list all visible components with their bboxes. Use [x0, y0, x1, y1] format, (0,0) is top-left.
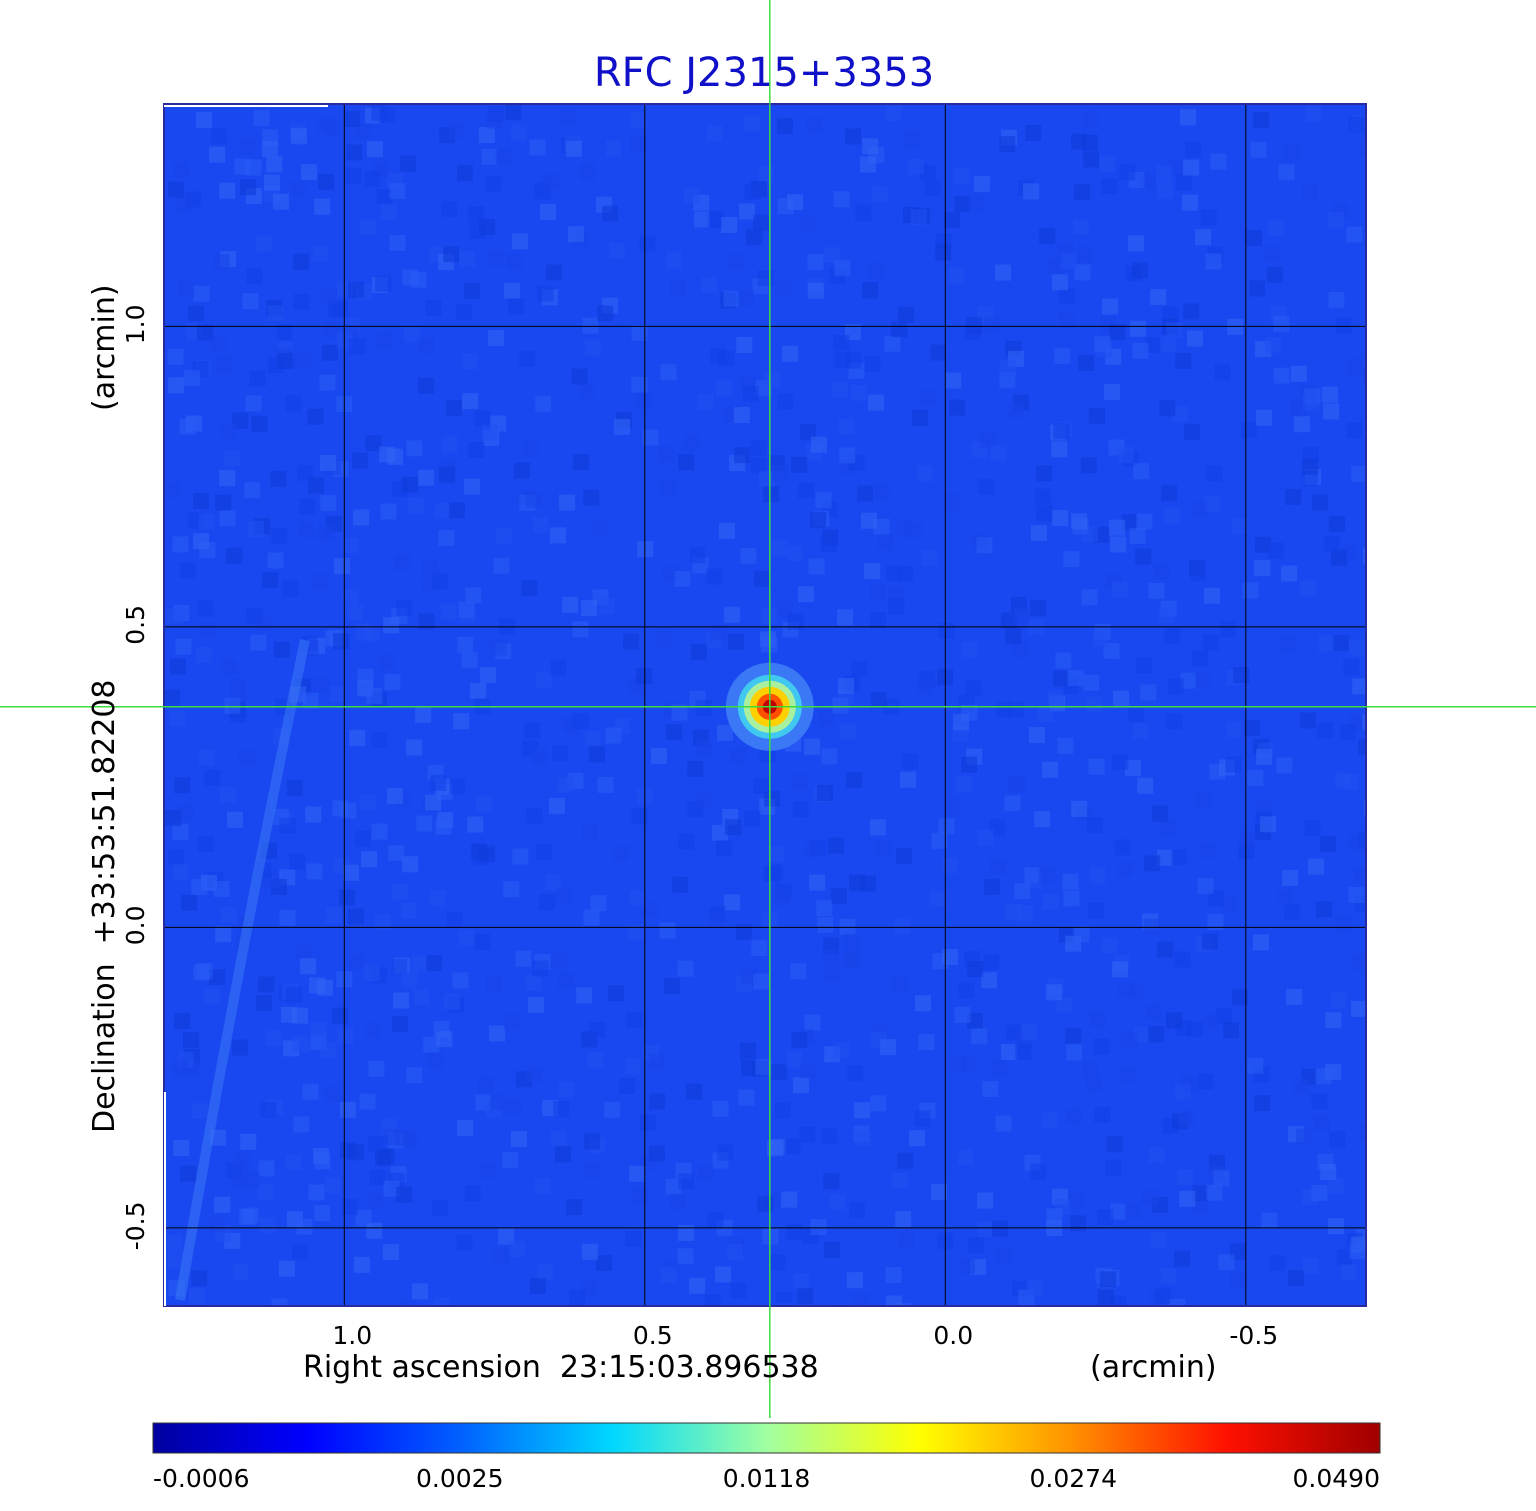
y-tick-label-1: 0.5	[121, 605, 150, 645]
colorbar-tick-label-2: 0.0118	[723, 1464, 810, 1493]
chart-title: RFC J2315+3353	[594, 50, 934, 96]
y-tick-label-3: -0.5	[121, 1201, 150, 1250]
colorbar-tick-labels: -0.0006 0.0025 0.0118 0.0274 0.0490	[153, 1464, 1380, 1493]
x-tick-label-1: 0.5	[633, 1321, 673, 1350]
y-tick-labels: 1.0 0.5 0.0 -0.5	[121, 304, 150, 1250]
y-axis-unit: (arcmin)	[87, 284, 122, 411]
x-tick-label-0: 1.0	[332, 1321, 372, 1350]
x-tick-label-2: 0.0	[933, 1321, 973, 1350]
colorbar-tick-label-3: 0.0274	[1030, 1464, 1117, 1493]
colorbar-tick-label-0: -0.0006	[153, 1464, 250, 1493]
colorbar-tick-label-1: 0.0025	[416, 1464, 503, 1493]
y-tick-label-0: 1.0	[121, 304, 150, 344]
x-tick-label-3: -0.5	[1229, 1321, 1278, 1350]
plot-area	[164, 104, 1366, 1306]
artifact-streak	[175, 638, 310, 1301]
colorbar-tick-label-4: 0.0490	[1293, 1464, 1380, 1493]
grid-lines	[164, 104, 1366, 1306]
x-axis-unit: (arcmin)	[1090, 1350, 1217, 1385]
plot-frame	[163, 103, 1367, 1307]
y-axis-label: Declination +33:53:51.82208	[87, 679, 122, 1133]
x-tick-labels: 1.0 0.5 0.0 -0.5	[332, 1321, 1278, 1350]
colorbar	[152, 1422, 1381, 1454]
noise-texture	[164, 104, 1366, 1306]
crosshair	[0, 0, 1536, 1418]
y-tick-label-2: 0.0	[121, 905, 150, 945]
x-axis-label: Right ascension 23:15:03.896538	[303, 1350, 819, 1385]
